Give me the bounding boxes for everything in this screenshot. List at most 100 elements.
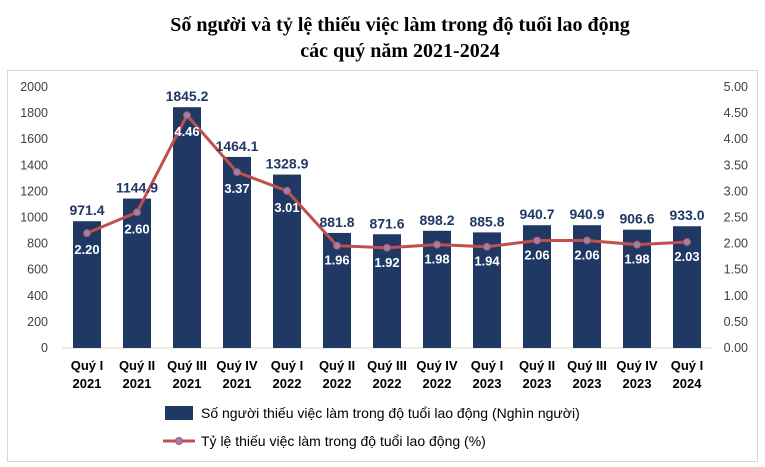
bar-value-label: 1144.9: [116, 180, 158, 196]
rate-point: [283, 186, 291, 195]
bar-value-label: 871.6: [369, 215, 404, 231]
bar: [473, 232, 501, 348]
category-label-quarter: Quý III: [367, 358, 407, 373]
rate-value-label: 3.37: [224, 181, 249, 196]
rate-point: [383, 243, 391, 252]
rate-point: [233, 168, 241, 177]
rate-value-label: 2.20: [74, 242, 99, 257]
left-axis-tick-label: 1200: [20, 184, 48, 198]
legend-line-label: Tỷ lệ thiếu việc làm trong độ tuổi lao đ…: [201, 433, 486, 449]
right-axis-tick-label: 0.00: [724, 341, 748, 355]
bar-value-label: 1845.2: [166, 88, 209, 104]
rate-point: [183, 111, 191, 120]
category-label-quarter: Quý IV: [216, 358, 258, 373]
chart-title-line-2: các quý năm 2021-2024: [300, 40, 500, 62]
bar: [423, 230, 451, 348]
category-label-year: 2023: [473, 376, 502, 391]
rate-value-label: 2.06: [574, 247, 599, 262]
left-axis-tick-label: 200: [27, 315, 48, 329]
left-axis-tick-label: 1600: [20, 132, 48, 146]
bar: [173, 107, 201, 348]
chart-title-line-1: Số người và tỷ lệ thiếu việc làm trong đ…: [170, 14, 630, 36]
rate-value-label: 1.96: [324, 253, 349, 268]
category-label-quarter: Quý III: [167, 358, 207, 373]
category-label-year: 2023: [523, 376, 552, 391]
category-label-year: 2022: [323, 376, 352, 391]
category-label-year: 2021: [223, 376, 252, 391]
rate-point: [133, 208, 141, 217]
bar: [273, 174, 301, 348]
rate-value-label: 1.98: [624, 252, 649, 267]
rate-value-label: 1.94: [474, 254, 500, 269]
chart-title: Số người và tỷ lệ thiếu việc làm trong đ…: [0, 12, 765, 64]
category-label-year: 2022: [423, 376, 452, 391]
left-axis-tick-label: 1800: [20, 106, 48, 120]
bar-value-label: 885.8: [469, 213, 504, 229]
legend-line-marker: [175, 437, 183, 445]
bar-value-label: 971.4: [69, 202, 104, 218]
right-axis-tick-label: 3.00: [724, 184, 748, 198]
right-axis-tick-label: 2.00: [724, 237, 748, 251]
bar-value-label: 906.6: [619, 211, 654, 227]
legend-bar-label: Số người thiếu việc làm trong độ tuổi la…: [201, 405, 580, 421]
rate-point: [433, 240, 441, 249]
bar-value-label: 1328.9: [266, 156, 309, 172]
rate-value-label: 1.92: [374, 255, 399, 270]
rate-value-label: 2.03: [674, 249, 699, 264]
rate-value-label: 1.98: [424, 252, 449, 267]
right-axis-tick-label: 4.00: [724, 132, 748, 146]
bar: [223, 156, 251, 348]
left-axis-tick-label: 0: [41, 341, 48, 355]
category-label-quarter: Quý IV: [416, 358, 458, 373]
category-label-year: 2021: [73, 376, 102, 391]
category-label-quarter: Quý I: [471, 358, 504, 373]
rate-value-label: 2.60: [124, 221, 149, 236]
left-axis-tick-label: 2000: [20, 80, 48, 94]
rate-point: [583, 236, 591, 245]
left-axis-tick-label: 400: [27, 289, 48, 303]
right-axis-tick-label: 0.50: [724, 315, 748, 329]
bar: [323, 232, 351, 348]
bar: [373, 234, 401, 348]
category-label-year: 2021: [173, 376, 202, 391]
category-label-quarter: Quý II: [519, 358, 555, 373]
right-axis-tick-label: 1.50: [724, 263, 748, 277]
category-label-year: 2024: [673, 376, 703, 391]
rate-point: [83, 229, 91, 238]
category-label-year: 2021: [123, 376, 152, 391]
category-label-quarter: Quý III: [567, 358, 607, 373]
category-label-quarter: Quý II: [319, 358, 355, 373]
bar: [673, 226, 701, 348]
left-axis-tick-label: 800: [27, 237, 48, 251]
right-axis-tick-label: 4.50: [724, 106, 748, 120]
bar: [523, 225, 551, 348]
bar: [123, 198, 151, 348]
bar: [73, 221, 101, 348]
chart-frame: [7, 70, 758, 462]
rate-value-label: 2.06: [524, 247, 549, 262]
bar-value-label: 940.7: [519, 206, 554, 222]
left-axis-tick-label: 600: [27, 263, 48, 277]
category-label-year: 2022: [373, 376, 402, 391]
category-label-year: 2022: [273, 376, 302, 391]
right-axis-tick-label: 3.50: [724, 158, 748, 172]
bar-value-label: 881.8: [319, 214, 354, 230]
category-label-quarter: Quý I: [271, 358, 304, 373]
category-label-quarter: Quý I: [671, 358, 704, 373]
right-axis-tick-label: 5.00: [724, 80, 748, 94]
right-axis-tick-label: 1.00: [724, 289, 748, 303]
category-label-year: 2023: [623, 376, 652, 391]
rate-point: [483, 242, 491, 251]
right-axis-tick-label: 2.50: [724, 211, 748, 225]
rate-point: [683, 238, 691, 247]
rate-value-label: 4.46: [174, 124, 199, 139]
bar: [573, 225, 601, 348]
category-label-year: 2023: [573, 376, 602, 391]
bar-value-label: 898.2: [419, 212, 454, 228]
bar-value-label: 1464.1: [216, 138, 259, 154]
legend-bar-swatch: [165, 406, 193, 420]
category-label-quarter: Quý I: [71, 358, 104, 373]
rate-point: [533, 236, 541, 245]
rate-point: [633, 240, 641, 249]
